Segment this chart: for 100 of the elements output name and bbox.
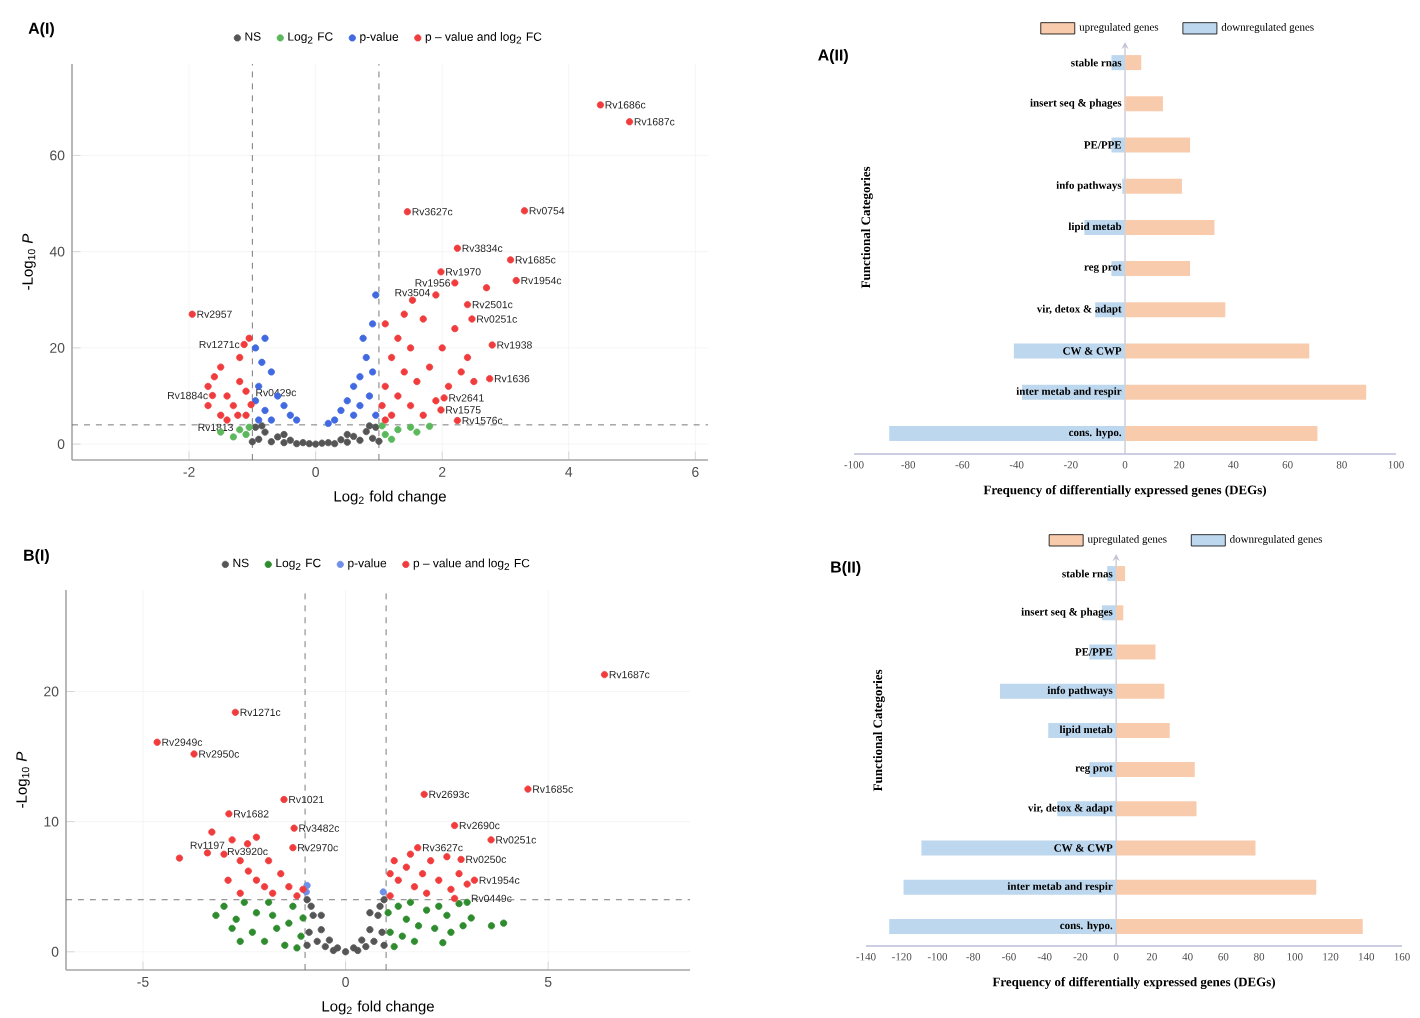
bar: [1125, 425, 1318, 441]
point: [394, 902, 402, 910]
point: [325, 936, 333, 944]
point: [312, 440, 320, 448]
point: [285, 883, 293, 891]
bar: [1116, 840, 1256, 856]
point: [267, 438, 275, 446]
point: [280, 430, 288, 439]
point: [386, 928, 394, 936]
point: [236, 426, 244, 434]
point: [387, 411, 396, 419]
point: [381, 382, 389, 390]
point: [337, 406, 345, 415]
point: [406, 423, 415, 431]
point: [236, 857, 244, 865]
point: [394, 876, 402, 884]
bar: [1125, 302, 1226, 318]
point: [260, 883, 269, 891]
point: [410, 883, 419, 891]
point: [274, 433, 282, 441]
point: [305, 928, 313, 936]
point: [290, 824, 298, 832]
point: [369, 434, 377, 442]
point: [419, 411, 427, 419]
point: [418, 870, 427, 878]
point: [289, 844, 297, 852]
bar: [1116, 762, 1195, 778]
point: [625, 118, 634, 126]
point: [487, 922, 496, 930]
point: [366, 926, 374, 934]
point: [232, 915, 240, 923]
point: [220, 902, 228, 910]
bar: [1125, 343, 1310, 359]
point: [203, 849, 211, 857]
point: [258, 422, 266, 430]
point: [372, 291, 380, 299]
bar: [1116, 801, 1197, 817]
point: [260, 937, 269, 945]
point: [285, 919, 293, 927]
point: [337, 436, 345, 444]
point: [432, 397, 440, 405]
point: [223, 392, 231, 400]
point: [362, 353, 370, 362]
point: [252, 876, 261, 884]
point: [229, 433, 237, 441]
point: [324, 439, 332, 447]
point: [394, 334, 402, 342]
point: [432, 291, 440, 299]
point: [188, 310, 196, 318]
point: [600, 671, 609, 679]
point: [229, 402, 237, 410]
point: [375, 437, 383, 445]
point: [443, 853, 451, 861]
bar: [1116, 566, 1126, 582]
point: [321, 942, 329, 951]
point: [394, 426, 402, 434]
point: [289, 902, 297, 910]
point: [240, 898, 248, 906]
point: [342, 948, 350, 956]
point: [252, 833, 261, 841]
point: [394, 392, 402, 400]
point: [463, 880, 471, 888]
point: [281, 941, 289, 949]
bar: [889, 425, 1126, 441]
point: [488, 341, 496, 349]
point: [273, 924, 281, 932]
point: [524, 785, 532, 793]
point: [303, 896, 311, 904]
point: [447, 885, 455, 893]
point: [350, 432, 358, 440]
point: [354, 946, 362, 955]
point: [400, 368, 408, 376]
point: [512, 276, 520, 285]
point: [356, 402, 364, 410]
point: [384, 909, 392, 917]
point: [280, 439, 288, 447]
point: [204, 402, 212, 410]
bar: [1125, 55, 1142, 71]
point: [370, 937, 378, 945]
point: [381, 320, 389, 328]
point: [247, 401, 255, 409]
point: [482, 284, 491, 292]
point: [437, 406, 445, 414]
point: [317, 911, 325, 919]
point: [225, 810, 233, 818]
point: [255, 416, 263, 424]
point: [258, 358, 266, 366]
point: [303, 941, 311, 949]
point: [414, 844, 422, 852]
point: [329, 946, 338, 955]
point: [208, 828, 216, 836]
point: [251, 344, 260, 352]
point: [365, 392, 374, 400]
point: [269, 889, 277, 897]
point: [217, 411, 225, 419]
bar: [903, 879, 1117, 895]
point: [244, 867, 252, 875]
point: [299, 914, 307, 922]
point: [378, 422, 386, 430]
point: [457, 855, 465, 863]
